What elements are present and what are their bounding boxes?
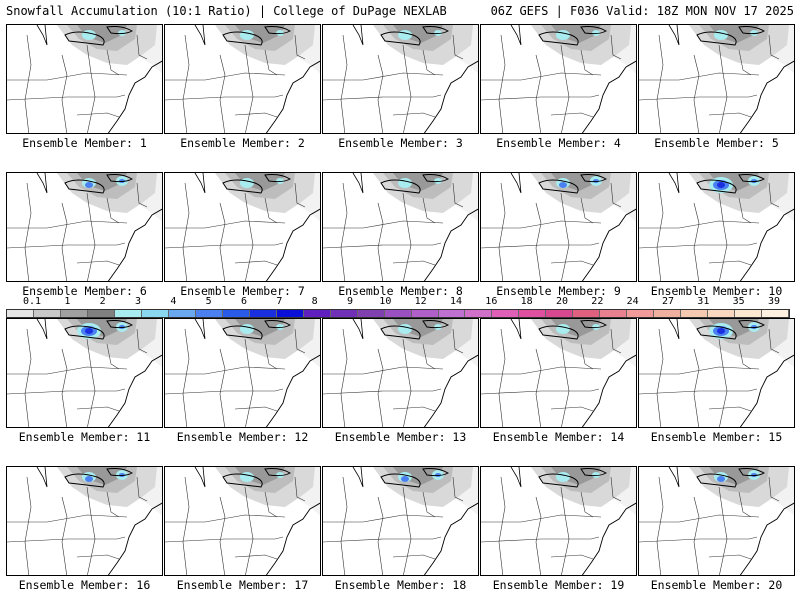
legend-swatch-9 [249,310,277,317]
legend-swatch-24 [654,310,682,317]
legend-label: 1 [64,296,71,307]
ensemble-panel-6 [6,172,163,282]
legend-swatch-12 [330,310,358,317]
valid-time: 06Z GEFS | F036 Valid: 18Z MON NOV 17 20… [490,4,794,18]
ensemble-caption-3: Ensemble Member: 3 [338,136,463,150]
legend-swatch-20 [546,310,574,317]
legend-swatch-8 [222,310,250,317]
ensemble-caption-12: Ensemble Member: 12 [176,430,309,444]
legend-swatch-3 [87,310,115,317]
legend-label: 20 [555,296,569,307]
legend-label: 14 [449,296,463,307]
legend-label: 6 [240,296,248,307]
ensemble-panel-2 [164,24,321,134]
legend-labels: 0.1 1 2 3 4 5 6 7 8 9 10 12 14 16 18 20 22 24 27 31 35 39 [6,296,794,308]
ensemble-panel-16 [6,466,163,576]
ensemble-caption-9: Ensemble Member: 9 [496,284,621,298]
legend-swatch-1 [33,310,61,317]
legend-swatch-5 [141,310,169,317]
legend-swatch-11 [303,310,331,317]
ensemble-panel-18 [322,466,479,576]
map-title: Snowfall Accumulation (10:1 Ratio) | Col… [6,4,447,18]
ensemble-panel-12 [164,318,321,428]
legend-label: 39 [767,296,781,307]
ensemble-caption-2: Ensemble Member: 2 [180,136,305,150]
legend-label: 9 [346,296,354,307]
ensemble-caption-20: Ensemble Member: 20 [650,578,783,592]
legend-bar [6,309,790,318]
ensemble-panel-7 [164,172,321,282]
ensemble-caption-6: Ensemble Member: 6 [22,284,147,298]
legend-label: 7 [276,296,283,307]
legend-swatch-4 [114,310,142,317]
legend-swatch-26 [708,310,736,317]
legend-label: 3 [134,296,142,307]
legend-label: 35 [732,296,745,307]
legend-swatch-21 [573,310,601,317]
ensemble-caption-5: Ensemble Member: 5 [654,136,779,150]
legend-swatch-23 [627,310,655,317]
legend-swatch-18 [492,310,520,317]
ensemble-caption-11: Ensemble Member: 11 [18,430,151,444]
legend-label: 24 [626,296,639,307]
legend-swatch-25 [681,310,709,317]
legend-label: 10 [379,296,392,307]
legend-swatch-2 [60,310,88,317]
legend-swatch-0 [7,310,34,317]
legend-swatch-19 [519,310,547,317]
ensemble-caption-19: Ensemble Member: 19 [492,578,625,592]
legend-swatch-6 [168,310,196,317]
legend-swatch-10 [276,310,304,317]
ensemble-panel-19 [480,466,637,576]
ensemble-panel-8 [322,172,479,282]
legend-label: 16 [485,296,498,307]
ensemble-panel-13 [322,318,479,428]
legend-label: 22 [591,296,604,307]
ensemble-panel-14 [480,318,637,428]
ensemble-caption-4: Ensemble Member: 4 [496,136,621,150]
ensemble-caption-14: Ensemble Member: 14 [492,430,625,444]
legend-swatch-15 [411,310,439,317]
legend-label: 31 [697,296,710,307]
ensemble-panel-20 [638,466,795,576]
color-legend: 0.1 1 2 3 4 5 6 7 8 9 10 12 14 16 18 20 22 24 27 31 35 39 [6,296,794,320]
ensemble-panel-4 [480,24,637,134]
ensemble-caption-18: Ensemble Member: 18 [334,578,467,592]
ensemble-panel-3 [322,24,479,134]
legend-label: 4 [170,296,177,307]
legend-swatch-13 [357,310,385,317]
ensemble-panel-9 [480,172,637,282]
ensemble-caption-17: Ensemble Member: 17 [176,578,309,592]
legend-swatch-28 [762,310,790,317]
ensemble-panel-15 [638,318,795,428]
ensemble-panel-1 [6,24,163,134]
legend-label: 18 [520,296,533,307]
ensemble-panel-10 [638,172,795,282]
legend-swatch-7 [195,310,223,317]
ensemble-caption-15: Ensemble Member: 15 [650,430,783,444]
ensemble-caption-10: Ensemble Member: 10 [650,284,783,298]
legend-swatch-14 [384,310,412,317]
legend-swatch-16 [438,310,466,317]
legend-label: 5 [205,296,212,307]
legend-label: 2 [99,296,106,307]
legend-swatch-17 [465,310,493,317]
ensemble-caption-16: Ensemble Member: 16 [18,578,151,592]
legend-label: 8 [311,296,318,307]
legend-label: 0.1 [22,296,42,307]
legend-label: 12 [414,296,427,307]
legend-swatch-22 [600,310,628,317]
ensemble-caption-1: Ensemble Member: 1 [22,136,147,150]
legend-label: 27 [661,296,675,307]
ensemble-caption-13: Ensemble Member: 13 [334,430,467,444]
ensemble-panel-17 [164,466,321,576]
ensemble-caption-7: Ensemble Member: 7 [180,284,305,298]
legend-swatch-27 [735,310,763,317]
ensemble-caption-8: Ensemble Member: 8 [338,284,463,298]
ensemble-panel-5 [638,24,795,134]
ensemble-panel-11 [6,318,163,428]
